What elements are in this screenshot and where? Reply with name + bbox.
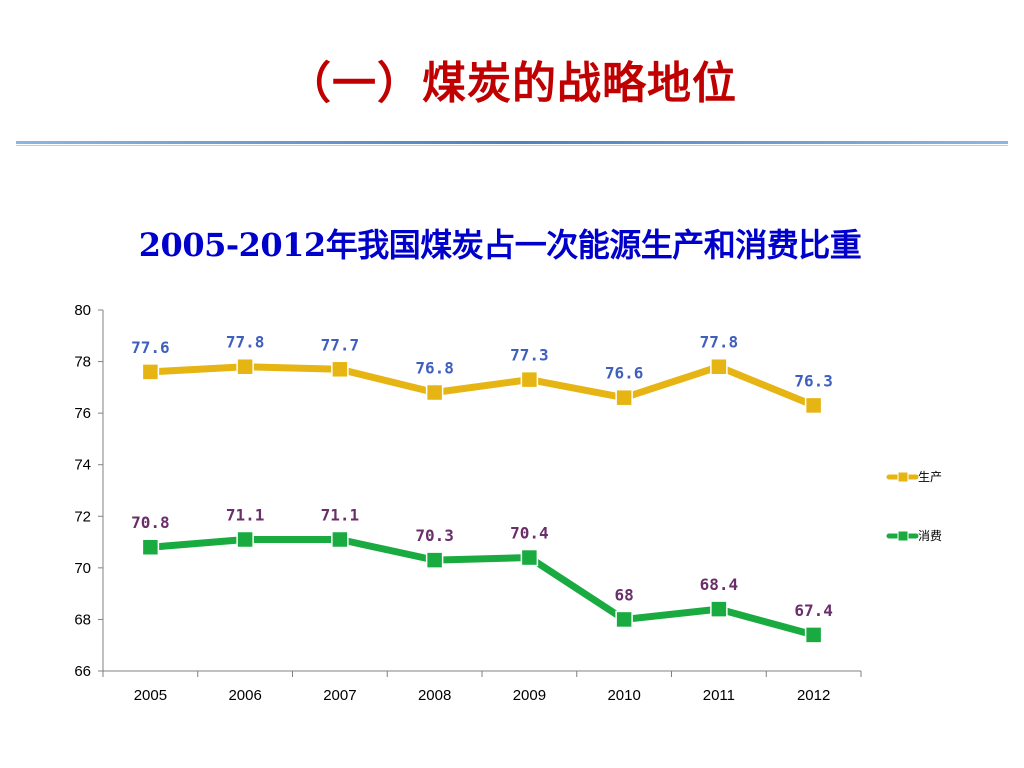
data-point-marker (804, 396, 823, 415)
data-point-marker (615, 610, 633, 629)
data-point-marker (615, 388, 633, 407)
data-label: 77.6 (131, 338, 170, 357)
y-tick-label: 80 (74, 302, 91, 319)
data-point-marker (710, 357, 728, 376)
title-divider (16, 141, 1008, 147)
data-label: 76.6 (605, 364, 644, 383)
data-point-marker (520, 548, 539, 567)
chart-axes: 66 68 70 72 74 76 78 80 2005 2006 2007 2008 2009 2010… (74, 302, 862, 704)
data-point-marker (710, 600, 728, 618)
data-label: 77.8 (700, 333, 739, 352)
y-tick-label: 78 (74, 354, 91, 371)
chart-data-labels: 77.6 77.8 77.7 76.8 77.3 76.6 77.8 76.3 70.8 71.1… (131, 333, 833, 620)
data-label: 71.1 (226, 505, 265, 524)
data-label: 76.8 (415, 359, 454, 378)
series-line-0 (146, 363, 818, 409)
data-point-marker (141, 538, 160, 556)
data-label: 77.3 (510, 346, 549, 365)
y-tick-label: 76 (74, 405, 91, 422)
data-point-marker (331, 530, 349, 549)
x-tick-label: 2007 (323, 687, 356, 704)
legend-label: 生产 (918, 470, 942, 484)
x-tick-label: 2006 (228, 687, 261, 704)
y-tick-label: 66 (74, 663, 91, 680)
data-point-marker (236, 357, 254, 376)
data-point-marker (804, 626, 823, 644)
data-label: 68.4 (700, 575, 739, 594)
x-tick-label: 2011 (703, 687, 735, 704)
series-line-1 (146, 535, 818, 639)
legend-marker (897, 471, 909, 483)
legend-label: 消费 (918, 529, 942, 543)
data-point-marker (520, 370, 539, 389)
data-point-marker (425, 383, 444, 402)
x-tick-label: 2008 (418, 687, 451, 704)
y-tick-label: 70 (74, 560, 91, 577)
data-label: 68 (614, 585, 633, 604)
y-tick-label: 74 (74, 457, 91, 474)
data-label: 70.4 (510, 524, 549, 543)
data-label: 70.3 (415, 526, 454, 545)
data-label: 76.3 (794, 371, 833, 390)
data-label: 77.8 (226, 333, 265, 352)
legend-marker (897, 530, 909, 542)
data-point-marker (236, 530, 254, 549)
data-label: 67.4 (794, 601, 833, 620)
slide-title: （一）煤炭的战略地位 (287, 58, 737, 109)
data-point-marker (425, 551, 444, 569)
data-label: 77.7 (321, 335, 360, 354)
data-point-marker (141, 363, 160, 381)
y-tick-label: 68 (74, 611, 91, 628)
data-point-marker (331, 360, 349, 379)
x-tick-label: 2010 (607, 687, 640, 704)
x-tick-label: 2005 (134, 687, 167, 704)
x-tick-label: 2012 (797, 687, 830, 704)
chart-title: 2005-2012年我国煤炭占一次能源生产和消费比重 (138, 226, 862, 264)
chart-series (141, 357, 823, 644)
data-label: 71.1 (321, 505, 360, 524)
y-tick-label: 72 (74, 508, 91, 525)
data-label: 70.8 (131, 513, 170, 532)
x-tick-label: 2009 (513, 687, 546, 704)
